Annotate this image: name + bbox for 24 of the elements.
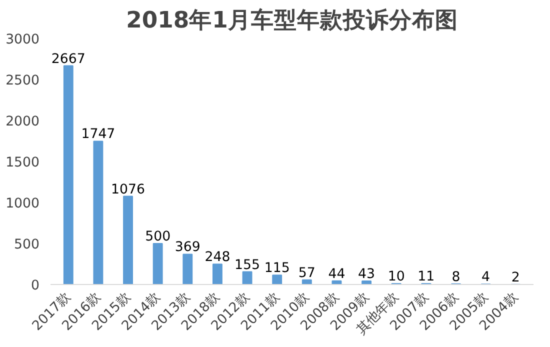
data-label: 4 (482, 270, 490, 286)
data-label: 248 (204, 250, 230, 266)
y-tick-label: 0 (31, 278, 40, 294)
data-label: 1747 (81, 127, 116, 142)
data-label: 11 (418, 270, 435, 285)
y-tick-label: 1500 (6, 156, 40, 170)
y-tick-label: 2500 (6, 74, 40, 88)
data-label: 369 (174, 240, 200, 256)
data-label: 44 (328, 266, 346, 282)
data-label: 43 (358, 266, 376, 282)
y-tick-label: 1000 (6, 196, 40, 212)
y-tick-label: 3000 (6, 32, 40, 48)
data-label: 2667 (51, 52, 86, 67)
y-tick-label: 500 (14, 238, 40, 252)
y-tick-label: 2000 (6, 114, 40, 130)
chart-title: 2018年1月车型年款投诉分布图 (126, 8, 458, 34)
data-label: 2 (511, 270, 520, 286)
data-label: 1076 (111, 182, 145, 198)
data-label: 115 (264, 261, 290, 276)
data-label: 500 (145, 230, 171, 244)
data-label: 10 (388, 270, 405, 285)
data-label: 57 (298, 266, 316, 281)
data-label: 8 (452, 270, 460, 285)
data-label: 155 (234, 258, 260, 273)
